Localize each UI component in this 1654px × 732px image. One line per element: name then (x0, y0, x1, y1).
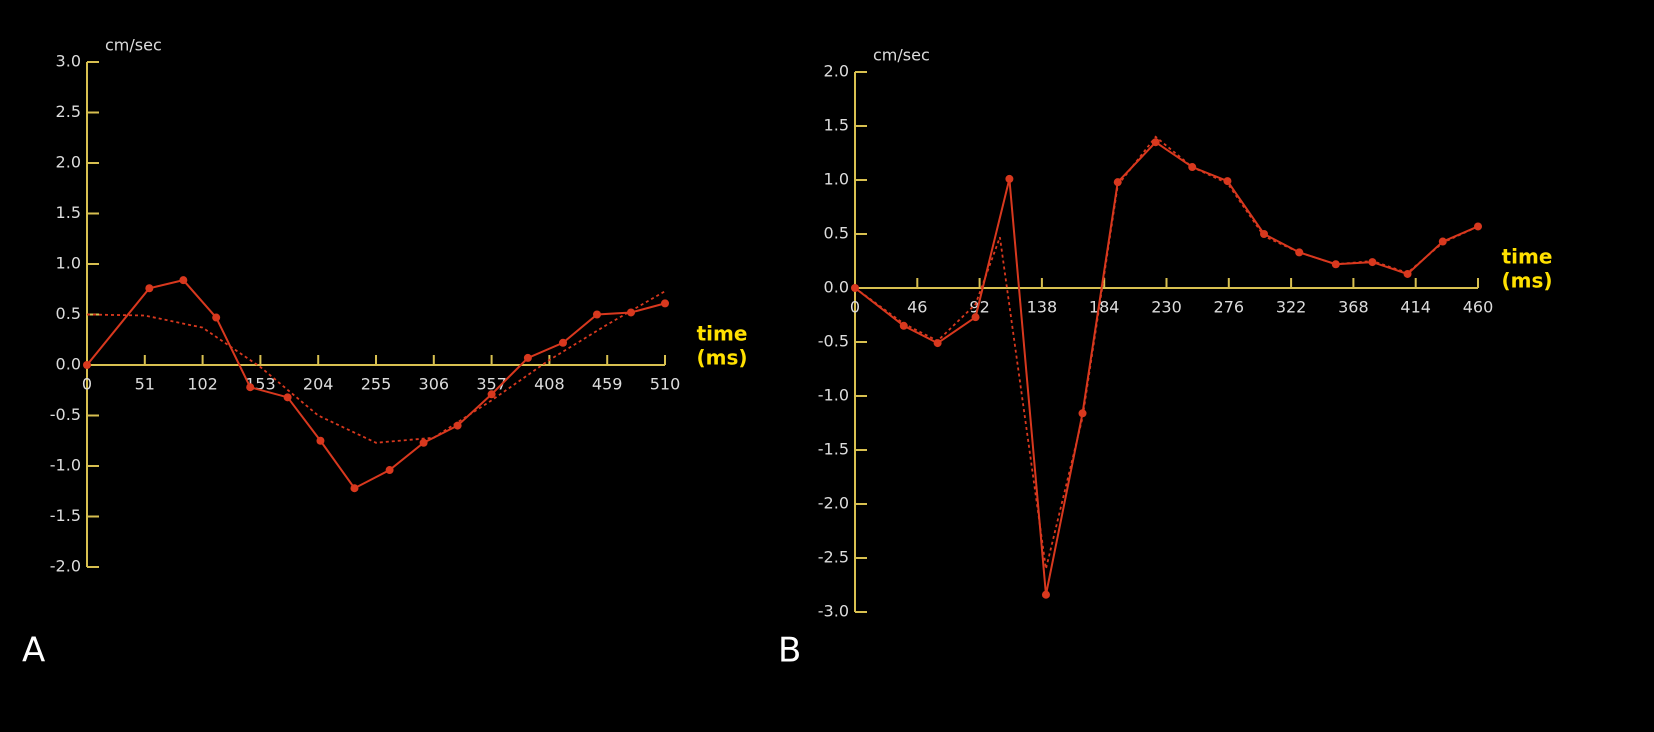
x-tick-label: 0 (82, 375, 92, 394)
data-point (385, 466, 394, 475)
data-point (593, 310, 601, 319)
x-tick-label: 460 (1463, 298, 1494, 317)
y-tick-label: 2.0 (56, 153, 81, 172)
data-point (1295, 248, 1304, 257)
y-tick-label: 0.0 (824, 278, 849, 297)
data-point (83, 361, 91, 369)
y-tick-label: -2.5 (818, 548, 849, 567)
data-point (971, 313, 980, 322)
x-tick-label: 46 (907, 298, 927, 317)
y-tick-label: -2.0 (50, 557, 81, 576)
y-axis-label: cm/sec (873, 46, 930, 65)
data-point (1368, 258, 1377, 267)
y-tick-label: -3.0 (818, 602, 849, 621)
data-point (316, 436, 325, 445)
x-tick-label: 102 (187, 375, 218, 394)
y-tick-label: 2.0 (824, 62, 849, 81)
y-tick-label: 1.5 (824, 116, 849, 135)
y-tick-label: -0.5 (50, 405, 81, 424)
data-point (627, 308, 635, 317)
x-tick-label: 459 (592, 375, 623, 394)
x-tick-label: 414 (1400, 298, 1431, 317)
y-tick-label: 3.0 (56, 52, 81, 71)
y-tick-label: -2.0 (818, 494, 849, 513)
y-tick-label: 1.0 (56, 254, 81, 273)
x-tick-label: 510 (650, 375, 681, 394)
y-tick-label: 1.5 (56, 203, 81, 222)
x-tick-label: 306 (419, 375, 450, 394)
data-point (145, 284, 154, 293)
x-axis-label: (ms) (1501, 269, 1552, 293)
data-point (1113, 178, 1122, 187)
data-point (179, 276, 188, 285)
x-tick-label: 92 (969, 298, 989, 317)
x-tick-label: 184 (1089, 298, 1120, 317)
x-axis-label: (ms) (696, 346, 747, 370)
x-tick-label: 255 (361, 375, 392, 394)
x-tick-label: 408 (534, 375, 565, 394)
y-tick-label: 0.0 (56, 355, 81, 374)
data-point (1260, 230, 1269, 238)
panel-label: B (778, 631, 801, 671)
fit-line (854, 135, 1479, 570)
x-tick-label: 357 (476, 375, 507, 394)
x-tick-label: 230 (1151, 298, 1182, 317)
x-axis-label: time (697, 322, 748, 346)
data-point (661, 299, 669, 308)
x-axis-label: time (1502, 245, 1553, 269)
x-tick-label: 368 (1338, 298, 1369, 317)
data-point (1151, 138, 1160, 147)
data-point (559, 338, 567, 347)
data-point (1041, 590, 1050, 599)
data-point (1474, 222, 1482, 231)
data-point (453, 421, 462, 430)
x-tick-label: 0 (850, 298, 860, 317)
data-point (1078, 409, 1087, 418)
y-tick-label: -0.5 (818, 332, 849, 351)
data-point (933, 339, 942, 348)
data-point (1005, 174, 1014, 183)
data-point (283, 393, 292, 402)
data-line (854, 140, 1479, 595)
x-tick-label: 276 (1214, 298, 1245, 317)
y-tick-label: -1.5 (818, 440, 849, 459)
y-axis-label: cm/sec (105, 36, 162, 55)
x-tick-label: 204 (303, 375, 334, 394)
x-tick-label: 51 (135, 375, 155, 394)
x-tick-label: 322 (1276, 298, 1307, 317)
x-tick-label: 138 (1027, 298, 1058, 317)
y-tick-label: -1.5 (50, 506, 81, 525)
y-tick-label: -1.0 (50, 456, 81, 475)
y-tick-label: 0.5 (56, 304, 81, 323)
panel-label: A (22, 631, 45, 671)
data-point (212, 313, 221, 322)
data-point (350, 484, 359, 493)
y-tick-label: 2.5 (56, 102, 81, 121)
y-tick-label: 0.5 (824, 224, 849, 243)
data-point (1438, 237, 1447, 246)
data-point (487, 390, 496, 399)
fit-line (86, 290, 666, 444)
data-point (523, 353, 532, 362)
y-tick-label: 1.0 (824, 170, 849, 189)
data-point (419, 438, 428, 447)
y-tick-label: -1.0 (818, 386, 849, 405)
data-point (246, 383, 255, 392)
